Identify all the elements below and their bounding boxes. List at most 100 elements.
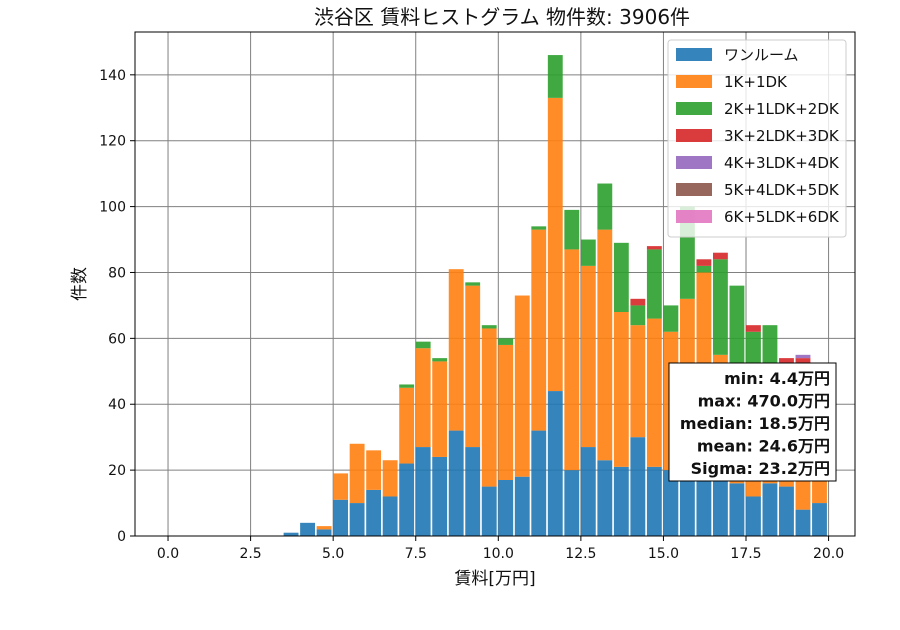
legend-label: ワンルーム <box>724 46 799 64</box>
bar-segment <box>762 483 778 536</box>
y-tick-label: 0 <box>117 529 126 545</box>
legend-swatch <box>676 210 712 223</box>
bar-segment <box>366 489 382 536</box>
bar-segment <box>448 430 464 536</box>
bar-segment <box>746 325 761 332</box>
bar-segment <box>366 450 382 490</box>
bar-segment <box>712 470 728 536</box>
bar-segment <box>399 384 415 388</box>
bar-segment <box>630 437 646 536</box>
bar-segment <box>283 532 299 536</box>
bar-segment <box>415 447 431 536</box>
x-tick-label: 20.0 <box>813 546 844 562</box>
legend-swatch <box>676 183 712 196</box>
bar-segment <box>729 483 745 536</box>
bar-segment <box>613 466 629 536</box>
bar-segment <box>564 209 580 250</box>
bar-segment <box>547 391 563 536</box>
bar-segment <box>580 239 596 266</box>
tick-labels: 0.0 2.5 5.0 7.5 10.0 12.5 15.0 17.5 20.0 0 20 40 60 8… <box>99 68 844 562</box>
y-tick-label: 140 <box>99 68 126 84</box>
bar-segment <box>663 470 679 536</box>
bar-segment <box>696 463 712 536</box>
bar-segment <box>399 387 415 464</box>
legend-label: 2K+1LDK+2DK <box>724 100 840 118</box>
bar-segment <box>712 252 728 260</box>
x-tick-label: 0.0 <box>157 546 179 562</box>
bar-segment <box>514 476 530 536</box>
y-axis-label: 件数 <box>70 267 90 301</box>
bar-segment <box>779 358 794 365</box>
bar-segment <box>696 259 712 266</box>
bar-segment <box>382 496 398 536</box>
x-tick-label: 15.0 <box>648 546 679 562</box>
bar-segment <box>613 312 629 467</box>
bar-segment <box>531 430 547 536</box>
bar-segment <box>333 499 349 536</box>
annotation-line: max: 470.0万円 <box>698 392 830 411</box>
bar-segment <box>646 249 662 319</box>
legend: ワンルーム 1K+1DK 2K+1LDK+2DK 3K+2LDK+3DK 4K+3LDK… <box>667 39 847 238</box>
legend-swatch <box>676 129 712 142</box>
x-tick-label: 10.0 <box>483 546 514 562</box>
y-tick-label: 60 <box>108 331 126 347</box>
y-tick-label: 20 <box>108 463 126 479</box>
bar-segment <box>547 55 563 98</box>
bar-segment <box>646 466 662 536</box>
bar-segment <box>498 338 514 345</box>
bar-segment <box>382 460 398 497</box>
bar-segment <box>531 226 547 230</box>
x-tick-label: 17.5 <box>730 546 761 562</box>
bar-segment <box>646 246 662 250</box>
bar-segment <box>597 229 613 461</box>
bar-segment <box>712 259 728 355</box>
bar-segment <box>498 344 514 480</box>
bar-segment <box>316 526 332 530</box>
bar-segment <box>564 249 580 471</box>
bar-segment <box>300 522 315 536</box>
bar-segment <box>465 447 481 536</box>
bar-segment <box>399 463 415 536</box>
annotation-line: median: 18.5万円 <box>680 414 830 433</box>
legend-swatch <box>676 102 712 115</box>
legend-label: 6K+5LDK+6DK <box>724 208 840 226</box>
x-tick-label: 7.5 <box>405 546 427 562</box>
bar-segment <box>795 358 811 365</box>
bar-segment <box>630 305 646 326</box>
legend-label: 5K+4LDK+5DK <box>724 181 840 199</box>
x-tick-label: 12.5 <box>565 546 596 562</box>
bar-segment <box>448 269 464 431</box>
bar-segment <box>795 509 811 536</box>
axes-border <box>134 31 856 537</box>
bar-segment <box>696 265 712 273</box>
bar-segment <box>613 242 629 312</box>
bar-segment <box>349 503 365 536</box>
bar-segment <box>597 183 613 230</box>
bar-segment <box>531 229 547 431</box>
bar-segment <box>746 496 761 536</box>
bar-segment <box>465 282 481 286</box>
y-tick-label: 40 <box>108 397 126 413</box>
axes-frame <box>130 31 856 541</box>
bar-segment <box>481 486 497 536</box>
bar-segment <box>481 325 497 329</box>
y-tick-label: 80 <box>108 265 126 281</box>
chart-title: 渋谷区 賃料ヒストグラム 物件数: 3906件 <box>314 5 690 29</box>
bar-segment <box>646 318 662 467</box>
bar-segment <box>564 470 580 536</box>
bar-segment <box>432 361 448 457</box>
y-tick-label: 100 <box>99 200 126 216</box>
bar-segment <box>663 305 679 332</box>
bar-segment <box>630 298 646 306</box>
bar-segment <box>333 473 349 500</box>
bar-segment <box>580 265 596 448</box>
bar-segment <box>415 348 431 448</box>
legend-swatch <box>676 75 712 88</box>
bar-segment <box>729 285 745 372</box>
bar-segment <box>432 358 448 362</box>
bar-segment <box>498 480 514 536</box>
bar-segment <box>432 456 448 536</box>
bar-segment <box>514 295 530 477</box>
bar-segment <box>415 341 431 349</box>
